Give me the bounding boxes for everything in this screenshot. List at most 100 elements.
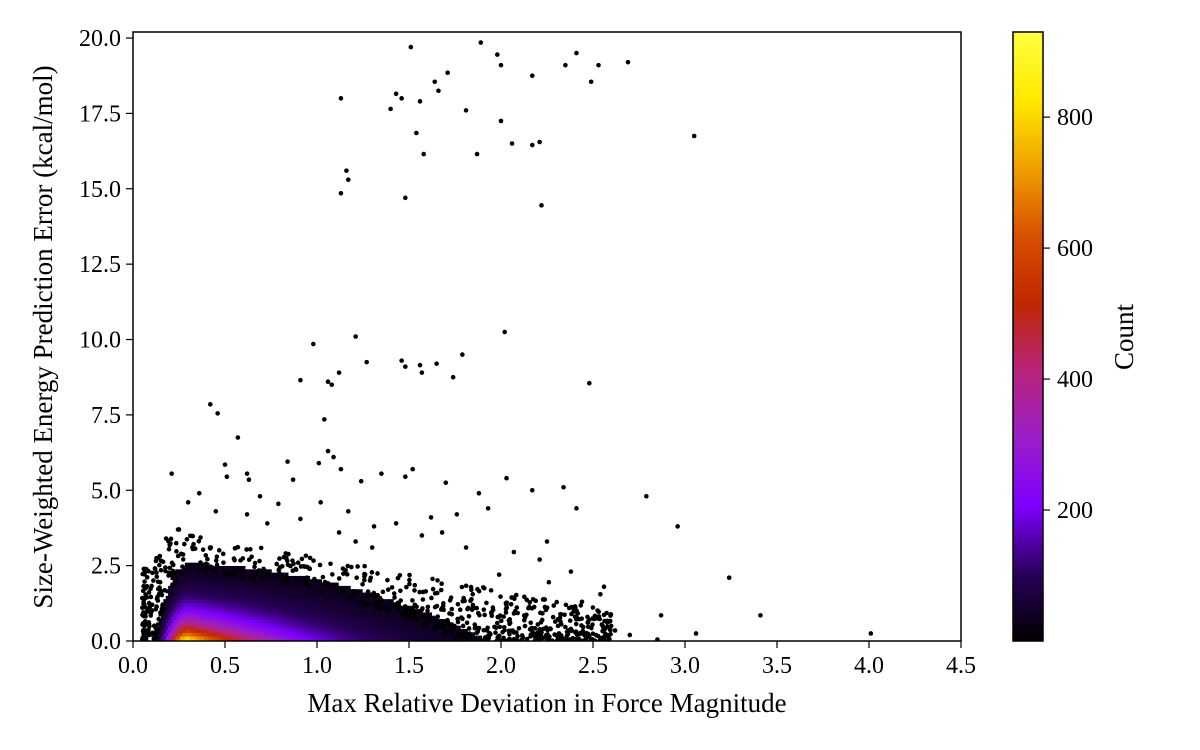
density-cell (196, 579, 203, 584)
scatter-point (362, 563, 367, 569)
scatter-point (515, 633, 520, 639)
density-cell (199, 635, 205, 640)
scatter-point (244, 547, 249, 552)
density-cell (251, 569, 258, 574)
scatter-point (419, 533, 425, 538)
density-cell (235, 592, 241, 597)
scatter-point (261, 566, 266, 572)
scatter-point (364, 359, 369, 365)
scatter-point (329, 382, 335, 388)
scatter-point (142, 634, 147, 640)
density-cell (311, 592, 318, 597)
scatter-point (442, 629, 448, 635)
scatter-point (503, 606, 509, 612)
scatter-point (162, 587, 167, 593)
density-cell (184, 609, 191, 614)
density-cell (196, 612, 203, 617)
density-cell (184, 589, 191, 594)
density-cell (340, 592, 346, 597)
scatter-point (353, 539, 358, 544)
density-cell (402, 638, 409, 641)
density-cell (239, 619, 246, 624)
density-cell (299, 582, 306, 587)
density-cell (359, 619, 366, 624)
density-cell (373, 638, 380, 641)
density-cell (306, 632, 313, 637)
scatter-point (512, 609, 518, 614)
density-cell (182, 592, 189, 597)
density-cell (261, 569, 267, 574)
density-cell (414, 615, 421, 620)
density-cell (299, 609, 306, 614)
density-cell (230, 625, 236, 630)
density-cell (189, 562, 196, 567)
scatter-point (331, 454, 336, 460)
scatter-point (388, 106, 393, 112)
density-cell (335, 625, 342, 630)
density-cell (366, 635, 373, 640)
scatter-point (336, 530, 342, 535)
density-cell (215, 599, 222, 604)
density-cell (333, 635, 339, 640)
density-cell (192, 572, 198, 577)
density-cell (273, 619, 279, 624)
scatter-point (522, 617, 527, 623)
density-cell (266, 575, 272, 581)
density-cell (294, 622, 301, 627)
density-cell (184, 602, 191, 607)
scatter-point (336, 370, 342, 375)
density-cell (244, 572, 251, 577)
scatter-point (455, 616, 460, 622)
density-cell (189, 569, 196, 574)
density-cell (187, 599, 193, 604)
density-cell (192, 599, 198, 604)
density-cell (170, 635, 177, 640)
y-tick-label: 17.5 (79, 101, 121, 127)
scatter-point (502, 329, 507, 335)
scatter-point (239, 574, 245, 580)
scatter-point (291, 561, 296, 567)
density-cell (323, 622, 330, 627)
scatter-point (509, 637, 515, 641)
density-cell (323, 615, 330, 620)
scatter-point (180, 564, 185, 569)
density-cell (256, 582, 263, 587)
density-cell (182, 619, 189, 624)
density-cell (357, 628, 363, 634)
scatter-point (169, 471, 174, 476)
density-cell (239, 612, 246, 617)
scatter-point (276, 501, 281, 507)
scatter-point (196, 565, 202, 571)
scatter-point (529, 606, 535, 611)
density-cell (227, 602, 234, 607)
density-cell (180, 615, 186, 620)
scatter-point (529, 73, 535, 79)
density-cell (187, 605, 193, 610)
density-cell (168, 625, 174, 630)
density-cell (275, 582, 282, 587)
density-cell (311, 638, 318, 641)
density-cell (337, 622, 344, 627)
density-cell (309, 615, 315, 620)
plot-frame (132, 31, 962, 642)
scatter-point (205, 556, 210, 562)
density-cell (278, 579, 284, 584)
density-cell (395, 635, 401, 640)
density-cell (428, 622, 435, 627)
density-cell (172, 625, 179, 630)
scatter-point (251, 575, 257, 581)
density-cell (182, 579, 189, 584)
density-cell (366, 622, 373, 627)
density-cell (273, 612, 279, 617)
y-tick-label: 20.0 (79, 26, 121, 52)
scatter-point (145, 621, 151, 627)
density-cell (206, 619, 212, 624)
density-cell (215, 612, 222, 617)
scatter-point (432, 79, 438, 85)
density-cell (385, 615, 392, 620)
y-tick-label: 10.0 (79, 328, 121, 354)
density-cell (287, 605, 294, 610)
density-cell (428, 635, 435, 640)
scatter-point (462, 634, 468, 640)
density-cell (194, 562, 201, 567)
